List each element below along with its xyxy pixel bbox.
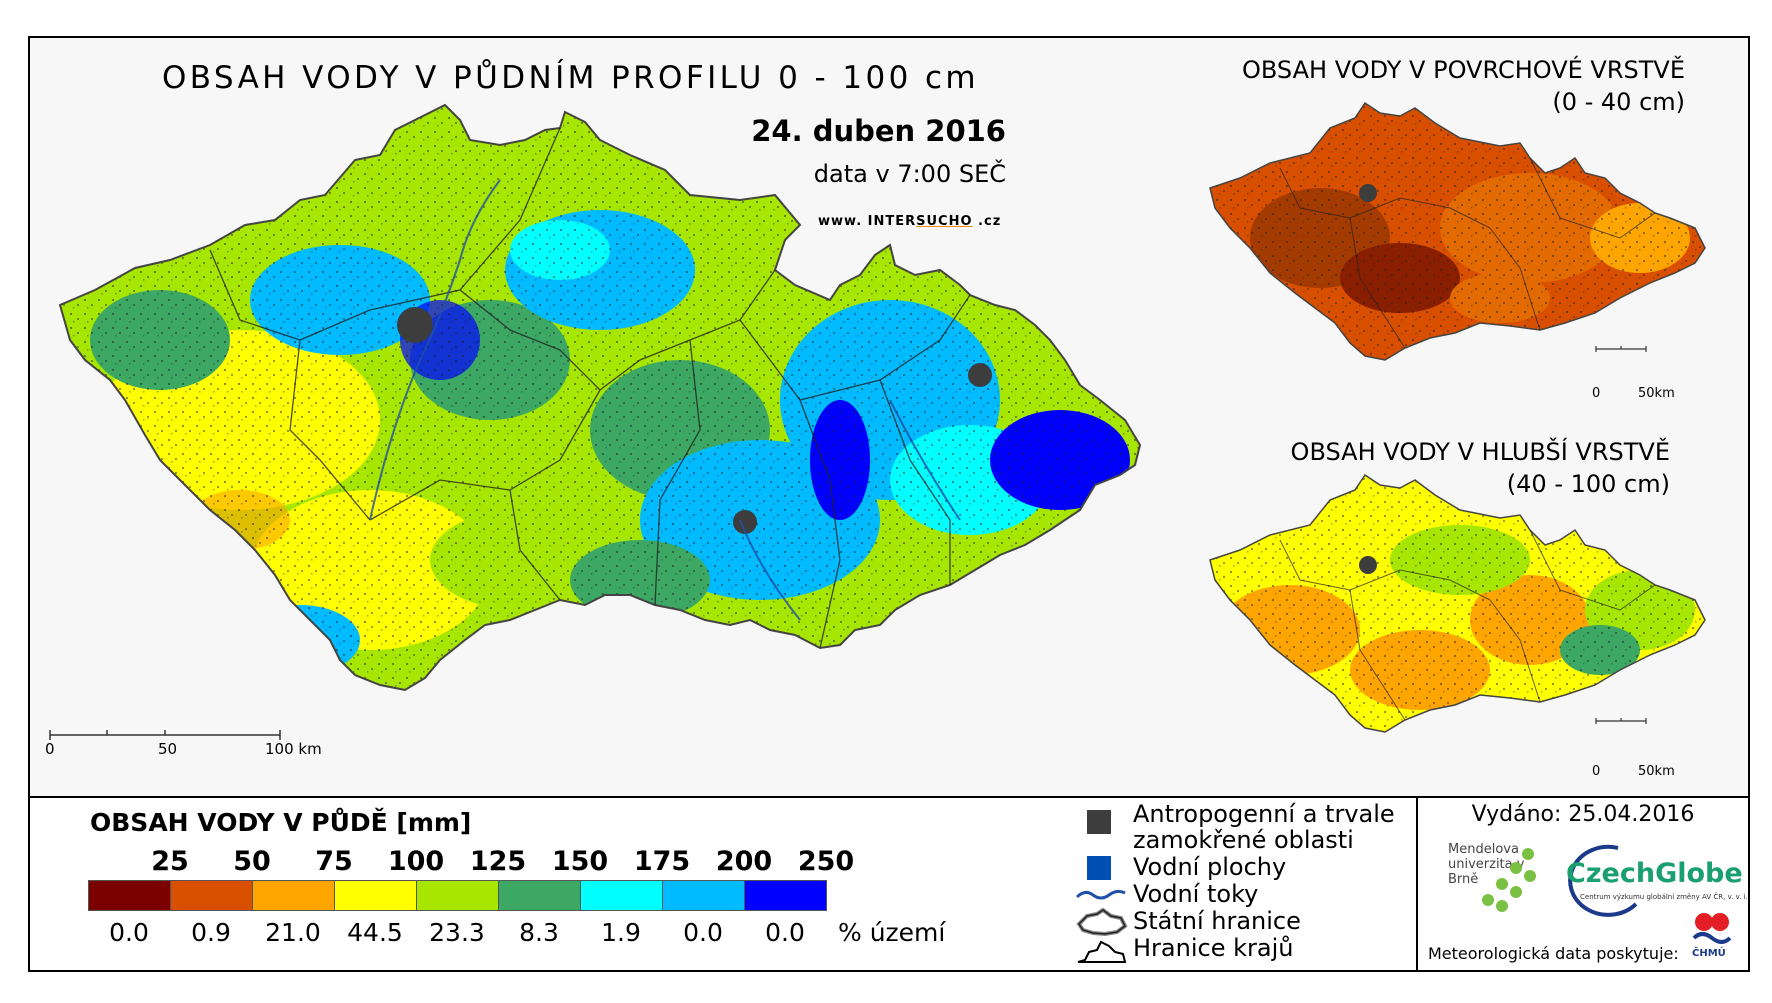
legend-anthropogenic-line2: zamokřené oblasti (1133, 826, 1354, 854)
legend-threshold-25: 25 (151, 846, 189, 877)
state-border-icon (1076, 908, 1128, 937)
main-scale-label-0: 0 (45, 740, 55, 758)
legend-threshold-100: 100 (387, 846, 445, 877)
legend-swatch-1 (170, 880, 253, 911)
legend-percentage-5: 8.3 (519, 918, 559, 947)
legend-threshold-250: 250 (797, 846, 855, 877)
top-inset-depth: (0 - 40 cm) (1552, 88, 1685, 116)
water-square-icon (1087, 856, 1111, 880)
legend-threshold-50: 50 (233, 846, 271, 877)
legend-percentage-4: 23.3 (429, 918, 485, 947)
czechglobe-logo: CzechGlobe (1566, 858, 1743, 889)
map-date: 24. duben 2016 (751, 114, 1006, 148)
legend-percentage-2: 21.0 (265, 918, 321, 947)
anthropogenic-square-icon (1087, 810, 1111, 834)
bottom-inset-scale-50: 50km (1638, 764, 1675, 779)
legend-percentage-7: 0.0 (683, 918, 723, 947)
legend-threshold-125: 125 (469, 846, 527, 877)
legend-rivers: Vodní toky (1133, 880, 1259, 908)
legend-percentage-8: 0.0 (765, 918, 805, 947)
mendel-university-logo: Mendelova univerzita v Brně (1448, 842, 1525, 887)
region-border-icon (1077, 940, 1127, 963)
legend-swatch-0 (88, 880, 171, 911)
legend-water-bodies: Vodní plochy (1133, 853, 1287, 881)
bottom-inset-scale-0: 0 (1592, 764, 1601, 779)
legend-percentage-6: 1.9 (601, 918, 641, 947)
legend-swatch-4 (416, 880, 499, 911)
main-scale-label-100: 100 km (265, 740, 322, 758)
legend-swatch-3 (334, 880, 417, 911)
legend-swatch-6 (580, 880, 663, 911)
data-time-note: data v 7:00 SEČ (813, 160, 1006, 188)
main-scale-bar (49, 730, 281, 740)
legend-state-border: Státní hranice (1133, 907, 1301, 935)
percent-unit-label: % území (838, 918, 946, 947)
legend-threshold-175: 175 (633, 846, 691, 877)
legend-percentage-3: 44.5 (347, 918, 403, 947)
legend-anthropogenic-line1: Antropogenní a trvale (1133, 800, 1395, 828)
main-map-title: OBSAH VODY V PŮDNÍM PROFILU 0 - 100 cm (162, 60, 979, 96)
color-legend-title: OBSAH VODY V PŮDĚ [mm] (90, 808, 472, 837)
legend-swatch-2 (252, 880, 335, 911)
deep-layer-map[interactable] (1200, 470, 1740, 780)
legend-threshold-150: 150 (551, 846, 609, 877)
top-inset-scale-0: 0 (1592, 386, 1601, 401)
top-inset-title: OBSAH VODY V POVRCHOVÉ VRSTVĚ (1242, 56, 1685, 84)
bottom-inset-title: OBSAH VODY V HLUBŠÍ VRSTVĚ (1290, 438, 1670, 466)
river-line-icon (1075, 889, 1126, 900)
legend-swatch-8 (744, 880, 827, 911)
legend-threshold-200: 200 (715, 846, 773, 877)
chmu-logo-text: ČHMÚ (1692, 948, 1726, 959)
main-soil-moisture-map[interactable] (40, 100, 1180, 770)
legend-percentage-0: 0.0 (109, 918, 149, 947)
czechglobe-subtitle: Centrum výzkumu globální změny AV ČR, v.… (1580, 893, 1748, 901)
surface-layer-map[interactable] (1200, 98, 1740, 408)
chmu-logo-icon (1692, 913, 1732, 944)
main-scale-label-50: 50 (158, 740, 178, 758)
legend-divider (28, 796, 1750, 798)
issued-date: Vydáno: 25.04.2016 (1471, 802, 1695, 827)
bottom-inset-depth: (40 - 100 cm) (1506, 470, 1670, 498)
mendel-dots-icon (1482, 848, 1536, 912)
legend-swatch-5 (498, 880, 581, 911)
czechglobe-arc-icon (1568, 844, 1638, 917)
info-divider (1416, 796, 1418, 972)
website-link[interactable]: www. INTERSUCHO .cz (818, 214, 1002, 229)
legend-percentage-1: 0.9 (191, 918, 231, 947)
meteorological-data-note: Meteorologická data poskytuje: (1428, 944, 1679, 963)
legend-region-border: Hranice krajů (1133, 934, 1294, 962)
legend-swatch-7 (662, 880, 745, 911)
legend-threshold-75: 75 (315, 846, 353, 877)
top-inset-scale-50: 50km (1638, 386, 1675, 401)
